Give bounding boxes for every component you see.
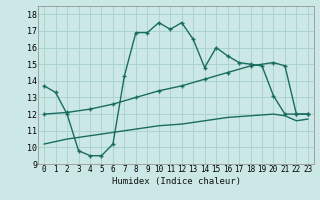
X-axis label: Humidex (Indice chaleur): Humidex (Indice chaleur) (111, 177, 241, 186)
